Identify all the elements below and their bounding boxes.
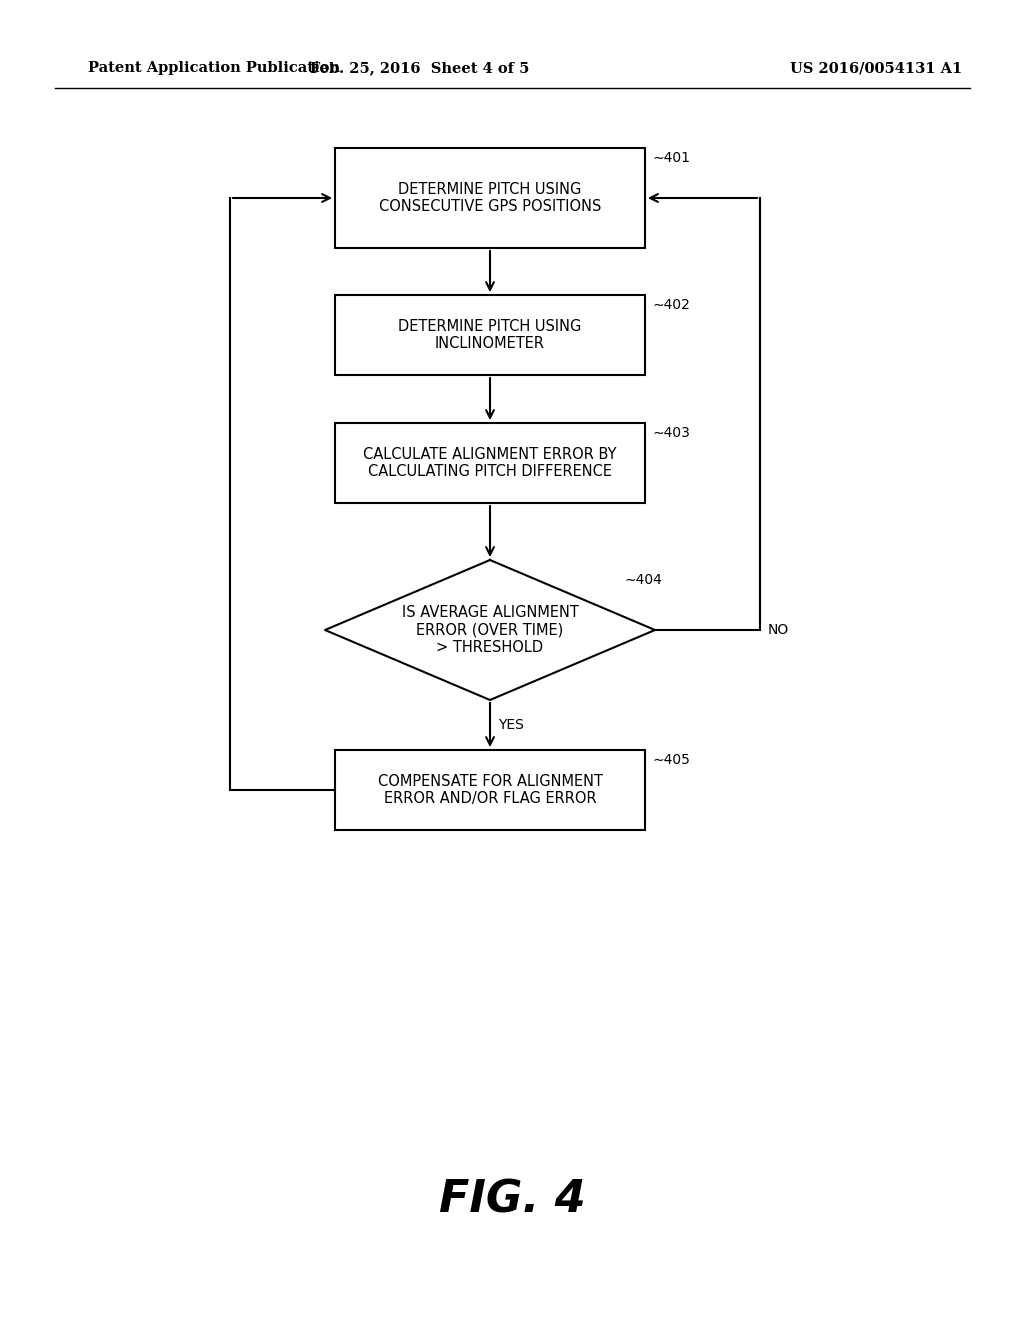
Text: IS AVERAGE ALIGNMENT
ERROR (OVER TIME)
> THRESHOLD: IS AVERAGE ALIGNMENT ERROR (OVER TIME) >… <box>401 605 579 655</box>
Text: ∼403: ∼403 <box>653 426 691 440</box>
Bar <box>335 750 645 830</box>
Text: Patent Application Publication: Patent Application Publication <box>88 61 340 75</box>
Bar <box>335 294 645 375</box>
Text: ∼401: ∼401 <box>653 150 691 165</box>
Text: NO: NO <box>768 623 790 638</box>
Text: FIG. 4: FIG. 4 <box>438 1179 586 1221</box>
Text: ∼402: ∼402 <box>653 298 691 312</box>
Polygon shape <box>325 560 655 700</box>
Bar <box>335 148 645 248</box>
Text: ∼405: ∼405 <box>653 752 691 767</box>
Text: US 2016/0054131 A1: US 2016/0054131 A1 <box>790 61 963 75</box>
Text: COMPENSATE FOR ALIGNMENT
ERROR AND/OR FLAG ERROR: COMPENSATE FOR ALIGNMENT ERROR AND/OR FL… <box>378 774 602 807</box>
Text: DETERMINE PITCH USING
CONSECUTIVE GPS POSITIONS: DETERMINE PITCH USING CONSECUTIVE GPS PO… <box>379 182 601 214</box>
Text: ∼404: ∼404 <box>625 573 663 587</box>
Bar <box>335 422 645 503</box>
Text: YES: YES <box>498 718 524 733</box>
Text: DETERMINE PITCH USING
INCLINOMETER: DETERMINE PITCH USING INCLINOMETER <box>398 319 582 351</box>
Text: CALCULATE ALIGNMENT ERROR BY
CALCULATING PITCH DIFFERENCE: CALCULATE ALIGNMENT ERROR BY CALCULATING… <box>364 446 616 479</box>
Text: Feb. 25, 2016  Sheet 4 of 5: Feb. 25, 2016 Sheet 4 of 5 <box>310 61 529 75</box>
